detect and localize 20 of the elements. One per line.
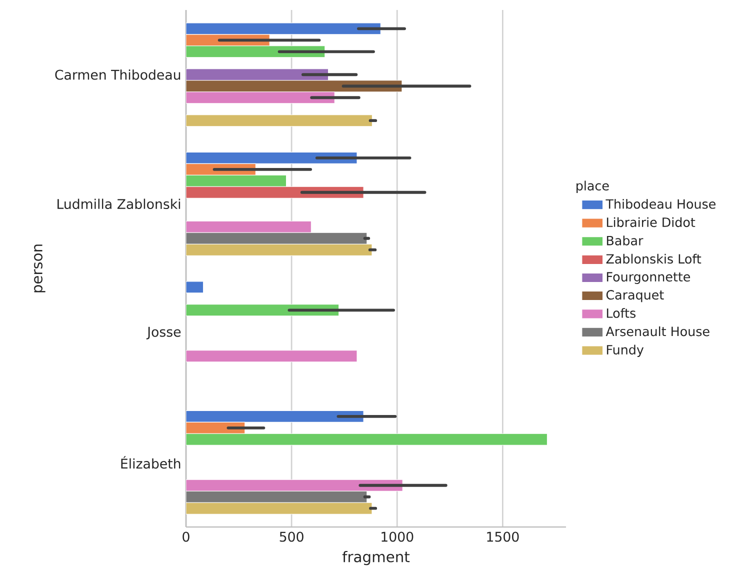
y-tick-label: Ludmilla Zablonski (58, 198, 180, 210)
legend-label: Librairie Didot (606, 217, 696, 228)
legend-label: Babar (606, 236, 644, 246)
legend-label: Zablonskis Loft (606, 254, 702, 264)
x-tick-label: 0 (182, 532, 190, 542)
legend-label: Lofts (606, 308, 636, 318)
x-tick-label: 1500 (487, 532, 519, 542)
legend-label: Fourgonnette (606, 272, 690, 284)
y-tick-label: Carmen Thibodeau (55, 69, 180, 80)
y-tick-label: Josse (146, 326, 181, 340)
legend-label: Thibodeau House (606, 198, 716, 209)
x-tick-label: 1000 (382, 532, 414, 542)
legend-label: Fundy (606, 344, 644, 357)
legend-label: Caraquet (606, 290, 664, 302)
legend-title: place (576, 180, 609, 193)
y-tick-label: Élizabeth (121, 456, 180, 469)
x-tick-label: 500 (280, 532, 304, 542)
y-axis-title: person (34, 244, 46, 292)
x-axis-title: fragment (342, 550, 410, 566)
legend-label: Arsenault House (606, 326, 710, 336)
